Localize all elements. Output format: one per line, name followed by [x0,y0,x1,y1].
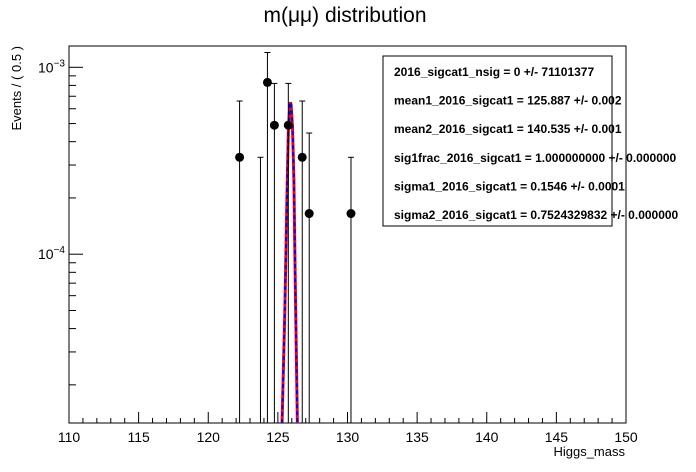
stats-line: mean2_2016_sigcat1 = 140.535 +/- 0.001 [394,122,622,136]
y-axis: 10−3 10−4 [38,58,83,386]
data-point [304,209,314,219]
data-points [235,51,356,423]
model-curve-red [280,101,299,424]
data-point [297,152,307,162]
x-tick-label: 150 [614,429,638,445]
data-point [269,120,279,130]
stats-box-border [382,55,613,227]
y-axis-label: Events / ( 0.5 ) [9,46,24,131]
data-point [235,152,245,162]
x-tick-label: 120 [197,429,221,445]
data-point [346,209,356,219]
x-tick-label: 115 [127,429,150,445]
stats-line: 2016_sigcat1_nsig = 0 +/- 71101377 [394,65,594,79]
x-tick-label: 145 [545,429,569,445]
x-axis-label: Higgs_mass [553,444,625,459]
chart-title: m(μμ) distribution [263,4,426,27]
x-tick-label: 140 [475,429,499,445]
stats-line: sig1frac_2016_sigcat1 = 1.000000000 +/- … [394,151,677,165]
x-tick-label: 135 [405,429,429,445]
y-tick-label: 10−4 [38,245,65,262]
data-point [262,77,272,87]
model-curve [280,101,299,424]
stats-box: 2016_sigcat1_nsig = 0 +/- 71101377 mean1_… [382,55,679,227]
x-tick-label: 110 [58,429,81,445]
y-tick-label: 10−3 [38,58,65,75]
data-point [283,120,293,130]
x-tick-label: 130 [336,429,360,445]
x-axis: 110 115 120 125 130 135 140 145 150 [58,412,638,445]
stats-line: mean1_2016_sigcat1 = 125.887 +/- 0.002 [394,94,622,108]
stats-line: sigma1_2016_sigcat1 = 0.1546 +/- 0.0001 [394,179,625,193]
stats-line: sigma2_2016_sigcat1 = 0.7524329832 +/- 0… [394,208,679,222]
x-tick-label: 125 [266,429,290,445]
